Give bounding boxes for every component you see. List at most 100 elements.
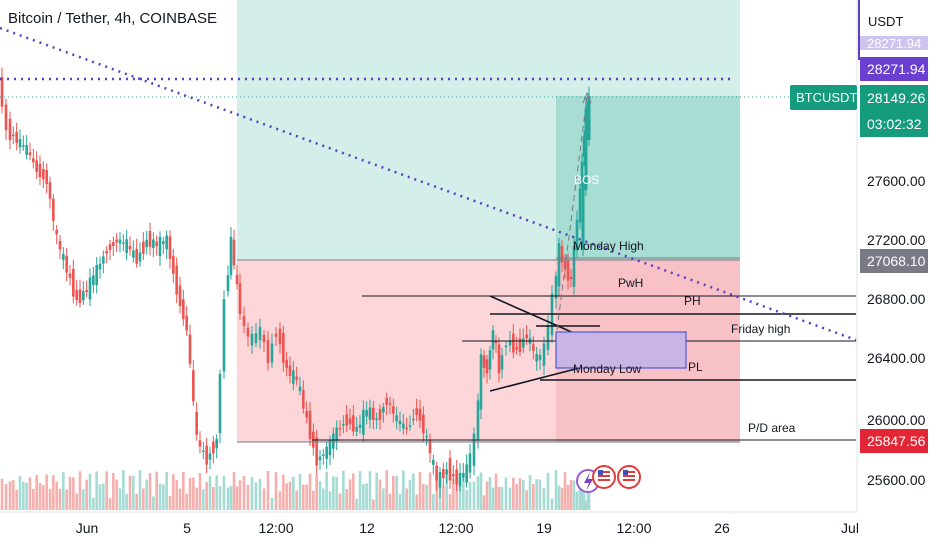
y-tick-label: 26400.00	[867, 350, 926, 366]
candle-body	[142, 241, 145, 254]
candle-body	[305, 411, 308, 418]
volume-bar	[178, 488, 182, 510]
volume-bar	[518, 478, 522, 510]
candle-body	[458, 472, 462, 487]
volume-bar	[335, 476, 338, 510]
annotation-pl: PL	[688, 360, 703, 374]
volume-bar	[285, 483, 288, 510]
candle-body	[8, 118, 12, 141]
candle-body	[445, 469, 448, 475]
volume-bar	[145, 479, 148, 510]
volume-bar	[115, 479, 118, 510]
volume-bar	[232, 471, 236, 510]
time-axis[interactable]	[0, 512, 857, 550]
volume-bar	[448, 494, 452, 510]
candle-body	[48, 182, 52, 199]
volume-bar	[282, 474, 285, 510]
candle-body	[342, 424, 345, 426]
volume-bar	[392, 475, 395, 510]
x-tick-label: Jun	[76, 520, 99, 536]
volume-bar	[125, 493, 128, 510]
volume-bar	[345, 489, 348, 510]
volume-bar	[365, 483, 368, 510]
candle-body	[198, 440, 202, 447]
volume-bar	[497, 487, 501, 510]
volume-bar	[95, 471, 98, 510]
candle-body	[358, 424, 362, 428]
candle-body	[292, 370, 295, 384]
annotation-pwh: PwH	[618, 276, 643, 290]
candle-body	[178, 285, 182, 307]
candle-body	[418, 408, 422, 421]
candle-body	[298, 386, 302, 392]
x-tick-label: 12:00	[616, 520, 651, 536]
volume-bar	[38, 483, 42, 510]
candle-body	[328, 440, 332, 456]
target-price-badge	[860, 57, 928, 81]
candle-body	[318, 456, 322, 461]
volume-bar	[491, 487, 495, 510]
candle-body	[145, 239, 148, 248]
volume-bar	[445, 472, 448, 510]
volume-bar	[582, 483, 586, 510]
last-price-badge	[860, 85, 928, 137]
volume-bar	[435, 474, 438, 510]
volume-bar	[422, 484, 425, 510]
candle-body	[95, 264, 98, 286]
volume-bar	[105, 471, 108, 510]
volume-bar	[258, 478, 262, 510]
volume-bar	[0, 478, 4, 510]
volume-bar	[546, 472, 550, 510]
candle-body	[575, 219, 579, 251]
candle-body	[128, 245, 132, 250]
candle-body	[372, 407, 375, 420]
x-tick-label: Jul	[841, 520, 859, 536]
volume-bar	[312, 490, 315, 510]
volume-bar	[348, 479, 352, 510]
annotation-monday-low: Monday Low	[573, 362, 641, 376]
candle-body	[105, 250, 108, 254]
x-tick-label: 26	[714, 520, 730, 536]
volume-bar	[575, 491, 579, 510]
candle-body	[512, 333, 515, 353]
volume-bar	[158, 483, 162, 510]
us-flag-icon[interactable]	[592, 465, 616, 489]
volume-bar	[205, 482, 208, 510]
candle-body	[322, 454, 325, 456]
candle-body	[285, 359, 288, 369]
candle-body	[572, 245, 576, 287]
candle-body	[532, 344, 535, 352]
annotation-pd-area: P/D area	[748, 421, 796, 435]
candle-body	[168, 236, 172, 259]
candle-body	[62, 254, 65, 260]
volume-bar	[455, 478, 458, 510]
ticker-badge[interactable]	[790, 85, 857, 110]
volume-bar	[308, 473, 312, 510]
candle-body	[455, 469, 458, 485]
candle-body	[382, 407, 385, 413]
bos-arrow	[582, 91, 592, 104]
stop-price-label: 25847.56	[867, 433, 926, 449]
volume-bar	[368, 471, 372, 510]
us-flag-icon[interactable]	[617, 465, 641, 489]
candle-body	[108, 244, 112, 251]
volume-bar	[428, 472, 432, 510]
candle-body	[355, 426, 358, 432]
candle-body	[135, 248, 138, 264]
volume-bar	[238, 480, 242, 510]
candle-body	[325, 446, 328, 459]
last-price-label: 28149.26	[867, 90, 926, 106]
volume-bar	[246, 484, 250, 510]
candle-body	[584, 110, 588, 190]
volume-bar	[352, 473, 355, 510]
volume-bar	[554, 470, 558, 510]
volume-bar	[75, 493, 78, 510]
volume-bar	[162, 484, 165, 510]
volume-bar	[118, 488, 122, 510]
candle-body	[497, 344, 501, 374]
candle-body	[488, 350, 492, 370]
candle-body	[468, 453, 472, 473]
candle-body	[515, 346, 518, 350]
annotation-ph: PH	[684, 294, 701, 308]
